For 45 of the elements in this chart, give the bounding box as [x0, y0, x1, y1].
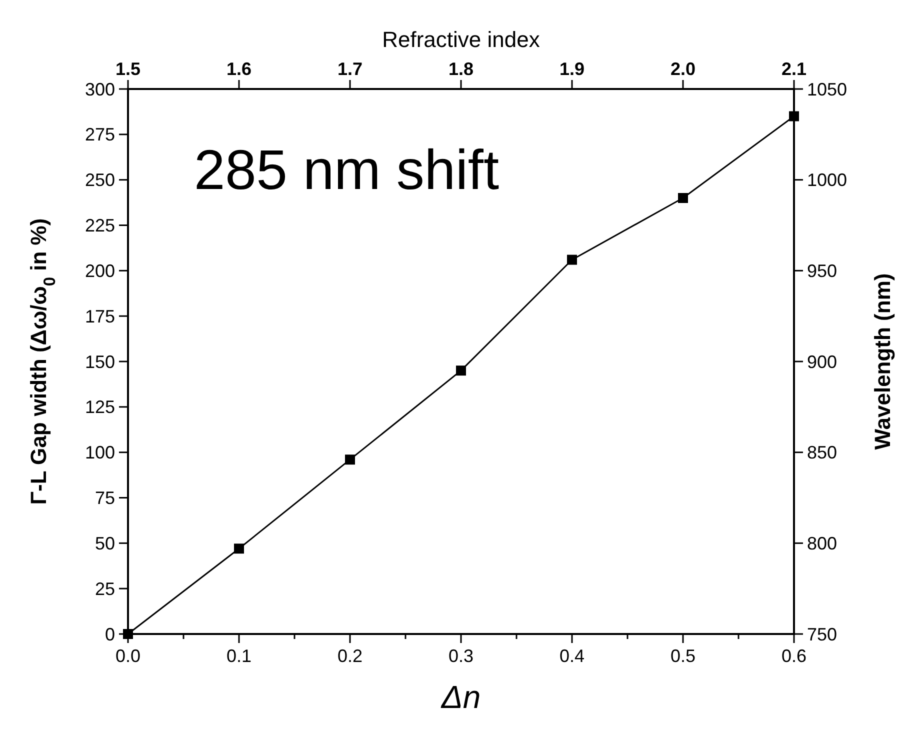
x-tick-label: 0.3: [448, 646, 474, 666]
y-tick-label: 225: [84, 216, 115, 236]
y2-tick-label: 900: [807, 352, 838, 372]
y2-tick-label: 1000: [807, 170, 848, 190]
y-tick-label: 25: [94, 578, 115, 599]
x-tick-label: 0.4: [559, 646, 585, 666]
y2-tick-label: 950: [807, 260, 838, 281]
y2-tick-label: 1050: [807, 79, 848, 100]
point: [345, 454, 355, 465]
x2-tick-label: 1.9: [559, 59, 585, 79]
point: [456, 366, 466, 376]
x2-tick-label: 2.1: [781, 59, 807, 79]
x-tick-label: 0.0: [115, 646, 141, 666]
x2-tick-label: 1.5: [115, 59, 141, 79]
point: [234, 544, 244, 554]
y2-tick-label: 800: [807, 533, 838, 554]
y2-axis-title: Wavelength (nm): [870, 273, 895, 450]
annotation: 285 nm shift: [194, 138, 500, 201]
x-tick-label: 0.5: [670, 646, 696, 666]
y-tick-label: 200: [84, 260, 115, 281]
x-tick-label: 0.6: [781, 646, 807, 666]
x-axis-title: Δn: [440, 679, 481, 715]
x-tick-label: 0.1: [226, 646, 252, 666]
x2-tick-label: 1.6: [226, 59, 252, 79]
y-tick-label: 300: [84, 79, 115, 100]
point: [789, 111, 799, 122]
y-tick-label: 0: [104, 624, 115, 644]
x2-tick-label: 1.7: [337, 59, 363, 79]
y-tick-label: 125: [84, 397, 115, 418]
y2-tick-label: 750: [807, 624, 838, 644]
point: [678, 193, 688, 203]
point: [567, 254, 577, 265]
y-tick-label: 175: [84, 306, 115, 326]
x2-axis-title: Refractive index: [382, 27, 540, 52]
y-tick-label: 150: [84, 352, 115, 372]
point: [123, 629, 133, 639]
x-tick-label: 0.2: [337, 646, 363, 666]
x2-tick-label: 1.8: [448, 59, 474, 79]
y-tick-label: 250: [84, 170, 115, 190]
x2-tick-label: 2.0: [670, 59, 696, 79]
y2-tick-label: 850: [807, 442, 838, 463]
y-tick-label: 75: [94, 488, 115, 508]
y-tick-label: 50: [94, 533, 115, 554]
y-tick-label: 100: [84, 442, 115, 463]
y-tick-label: 275: [84, 124, 115, 145]
